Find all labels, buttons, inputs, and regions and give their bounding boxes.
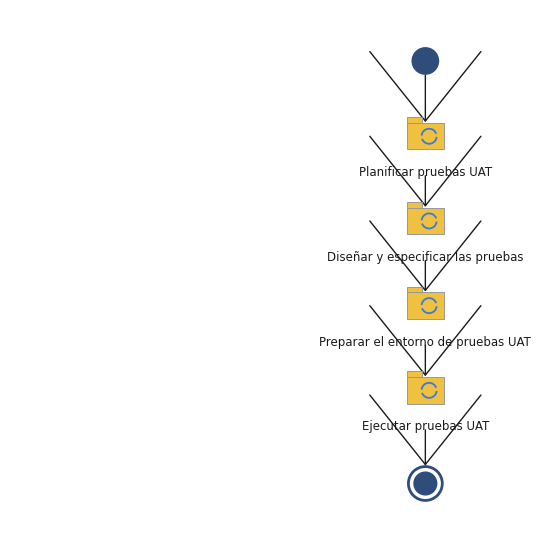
Text: Preparar el entorno de pruebas UAT: Preparar el entorno de pruebas UAT (319, 336, 531, 349)
FancyBboxPatch shape (407, 287, 422, 293)
FancyBboxPatch shape (407, 117, 422, 123)
FancyBboxPatch shape (407, 293, 444, 319)
Text: Diseñar y especificar las pruebas: Diseñar y especificar las pruebas (327, 251, 524, 264)
FancyBboxPatch shape (407, 202, 422, 208)
FancyBboxPatch shape (407, 208, 444, 234)
FancyBboxPatch shape (407, 371, 422, 377)
Text: Ejecutar pruebas UAT: Ejecutar pruebas UAT (361, 420, 489, 434)
FancyBboxPatch shape (407, 123, 444, 150)
Circle shape (412, 48, 438, 74)
Circle shape (408, 466, 442, 501)
FancyBboxPatch shape (407, 377, 444, 404)
Circle shape (414, 472, 437, 495)
Text: Planificar pruebas UAT: Planificar pruebas UAT (359, 166, 492, 180)
